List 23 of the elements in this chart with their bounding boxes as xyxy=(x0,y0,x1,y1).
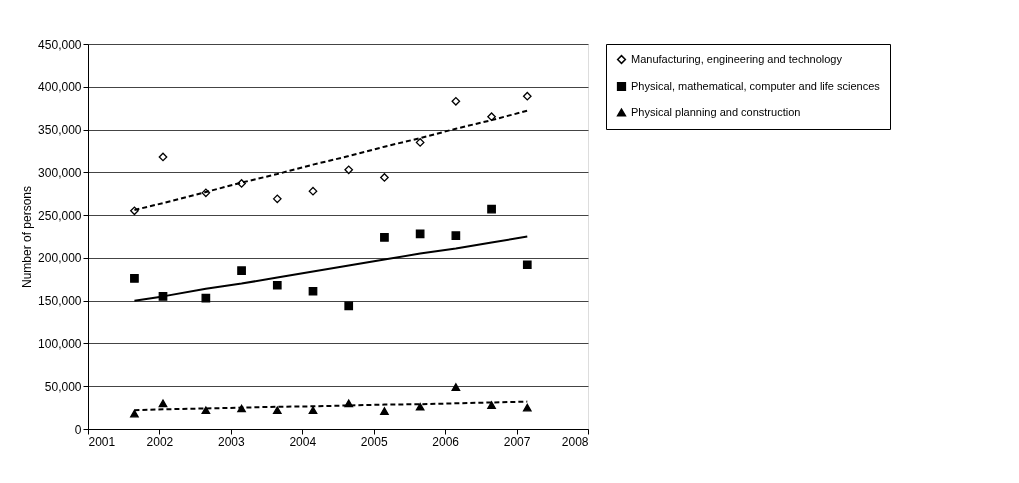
x-tick-label: 2007 xyxy=(503,434,531,449)
y-tick-label: 0 xyxy=(74,422,82,437)
y-tick-label: 100,000 xyxy=(38,336,82,351)
y-tick-label: 250,000 xyxy=(38,208,82,223)
y-tick-label: 350,000 xyxy=(38,123,82,138)
x-tick-label: 2003 xyxy=(218,434,246,449)
x-tick-label: 2004 xyxy=(289,434,317,449)
y-axis-title: Number of persons xyxy=(20,185,35,289)
y-tick-label: 50,000 xyxy=(44,379,82,394)
y-tick-label: 300,000 xyxy=(38,165,82,180)
legend-label: Manufacturing, engineering and technology xyxy=(631,52,843,65)
x-tick-label: 2001 xyxy=(88,434,116,449)
y-tick-label: 150,000 xyxy=(38,294,82,309)
y-tick-label: 450,000 xyxy=(38,37,82,52)
y-tick-label: 400,000 xyxy=(38,80,82,95)
legend-label: Physical planning and construction xyxy=(631,105,801,118)
x-tick-label: 2002 xyxy=(146,434,174,449)
legend-label: Physical, mathematical, computer and life sciences xyxy=(631,79,881,92)
x-tick-label: 2005 xyxy=(360,434,388,449)
x-tick-label: 2006 xyxy=(432,434,460,449)
x-tick-label: 2008 xyxy=(561,434,589,449)
line-series xyxy=(133,235,529,302)
y-tick-label: 200,000 xyxy=(38,251,82,266)
